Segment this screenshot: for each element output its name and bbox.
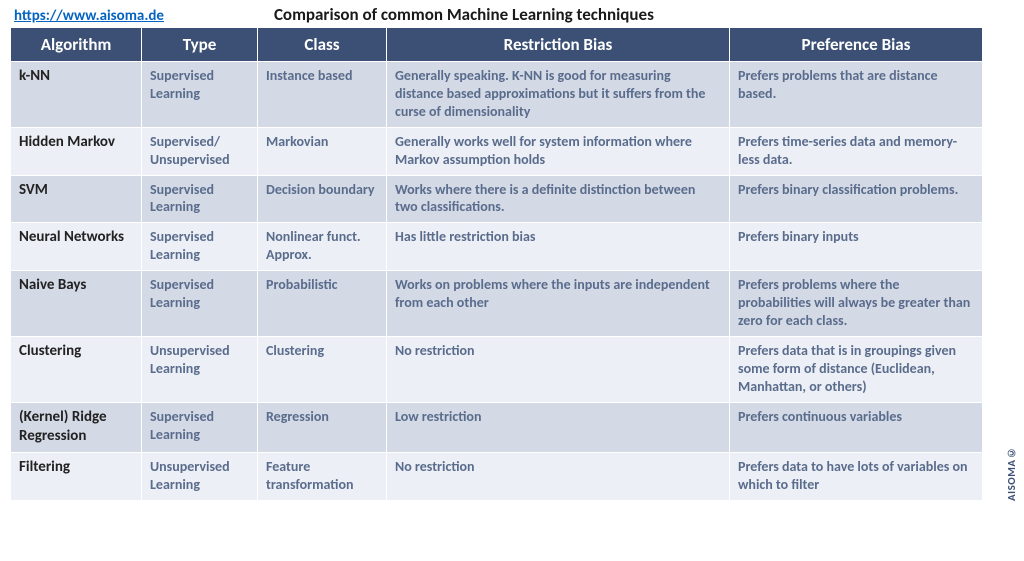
cell-preference: Prefers time-series data and memory-less… bbox=[730, 128, 982, 175]
cell-type: Unsupervised Learning bbox=[142, 337, 257, 402]
table-row: Naive BaysSupervised LearningProbabilist… bbox=[11, 271, 982, 336]
col-header-algorithm: Algorithm bbox=[11, 28, 141, 61]
page-title: Comparison of common Machine Learning te… bbox=[274, 4, 654, 25]
table-row: k-NNSupervised LearningInstance basedGen… bbox=[11, 62, 982, 127]
cell-class: Regression bbox=[258, 403, 386, 452]
cell-class: Decision boundary bbox=[258, 176, 386, 223]
cell-class: Markovian bbox=[258, 128, 386, 175]
table-header-row: Algorithm Type Class Restriction Bias Pr… bbox=[11, 28, 982, 61]
cell-class: Clustering bbox=[258, 337, 386, 402]
cell-restriction: Has little restriction bias bbox=[387, 223, 729, 270]
col-header-preference: Preference Bias bbox=[730, 28, 982, 61]
cell-class: Feature transformation bbox=[258, 453, 386, 500]
cell-preference: Prefers problems that are distance based… bbox=[730, 62, 982, 127]
source-url-link[interactable]: https://www.aisoma.de bbox=[14, 7, 164, 25]
col-header-type: Type bbox=[142, 28, 257, 61]
table-row: SVMSupervised LearningDecision boundaryW… bbox=[11, 176, 982, 223]
cell-class: Nonlinear funct. Approx. bbox=[258, 223, 386, 270]
cell-algorithm: (Kernel) Ridge Regression bbox=[11, 403, 141, 452]
cell-algorithm: SVM bbox=[11, 176, 141, 223]
cell-type: Supervised/ Unsupervised bbox=[142, 128, 257, 175]
cell-algorithm: Neural Networks bbox=[11, 223, 141, 270]
copyright-label: AISOMA© bbox=[1005, 446, 1018, 501]
cell-restriction: Works where there is a definite distinct… bbox=[387, 176, 729, 223]
table-row: FilteringUnsupervised LearningFeature tr… bbox=[11, 453, 982, 500]
cell-class: Probabilistic bbox=[258, 271, 386, 336]
cell-algorithm: Hidden Markov bbox=[11, 128, 141, 175]
cell-restriction: Generally works well for system informat… bbox=[387, 128, 729, 175]
cell-restriction: No restriction bbox=[387, 337, 729, 402]
cell-restriction: Low restriction bbox=[387, 403, 729, 452]
table-container: Algorithm Type Class Restriction Bias Pr… bbox=[0, 27, 978, 509]
table-row: Neural NetworksSupervised LearningNonlin… bbox=[11, 223, 982, 270]
cell-preference: Prefers data that is in groupings given … bbox=[730, 337, 982, 402]
table-row: (Kernel) Ridge RegressionSupervised Lear… bbox=[11, 403, 982, 452]
header-bar: https://www.aisoma.de Comparison of comm… bbox=[0, 0, 1024, 27]
cell-preference: Prefers data to have lots of variables o… bbox=[730, 453, 982, 500]
cell-type: Supervised Learning bbox=[142, 223, 257, 270]
cell-preference: Prefers continuous variables bbox=[730, 403, 982, 452]
cell-preference: Prefers binary inputs bbox=[730, 223, 982, 270]
cell-preference: Prefers binary classification problems. bbox=[730, 176, 982, 223]
cell-preference: Prefers problems where the probabilities… bbox=[730, 271, 982, 336]
cell-type: Unsupervised Learning bbox=[142, 453, 257, 500]
table-row: Hidden MarkovSupervised/ UnsupervisedMar… bbox=[11, 128, 982, 175]
cell-algorithm: k-NN bbox=[11, 62, 141, 127]
comparison-table: Algorithm Type Class Restriction Bias Pr… bbox=[10, 27, 983, 501]
col-header-restriction: Restriction Bias bbox=[387, 28, 729, 61]
cell-algorithm: Filtering bbox=[11, 453, 141, 500]
table-row: ClusteringUnsupervised LearningClusterin… bbox=[11, 337, 982, 402]
col-header-class: Class bbox=[258, 28, 386, 61]
cell-class: Instance based bbox=[258, 62, 386, 127]
cell-algorithm: Naive Bays bbox=[11, 271, 141, 336]
cell-restriction: Generally speaking. K-NN is good for mea… bbox=[387, 62, 729, 127]
cell-algorithm: Clustering bbox=[11, 337, 141, 402]
cell-type: Supervised Learning bbox=[142, 176, 257, 223]
cell-type: Supervised Learning bbox=[142, 271, 257, 336]
cell-restriction: No restriction bbox=[387, 453, 729, 500]
cell-restriction: Works on problems where the inputs are i… bbox=[387, 271, 729, 336]
table-body: k-NNSupervised LearningInstance basedGen… bbox=[11, 62, 982, 500]
cell-type: Supervised Learning bbox=[142, 403, 257, 452]
cell-type: Supervised Learning bbox=[142, 62, 257, 127]
